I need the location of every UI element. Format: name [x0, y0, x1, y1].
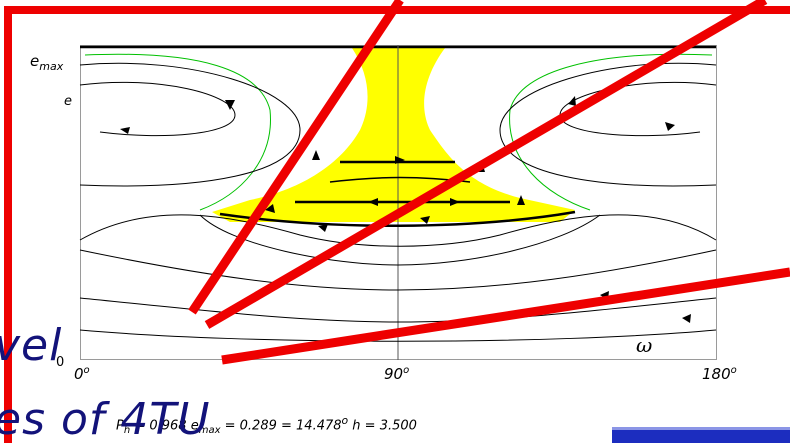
- red-frame: [4, 6, 790, 443]
- overlay-text-line-1: vel: [0, 320, 63, 371]
- yellow-libration-region: [212, 48, 575, 222]
- red-line-3: [221, 267, 790, 365]
- separatrix: [79, 214, 717, 247]
- green-contour-right: [509, 53, 713, 211]
- orbit-left-outer: [79, 62, 301, 187]
- lower-orbit-4: [79, 329, 717, 342]
- red-line-2: [204, 0, 768, 329]
- bottom-blue-bar: [612, 427, 790, 443]
- red-annotation-lines: [188, 0, 790, 365]
- x-tick-180: 180o: [702, 365, 737, 383]
- green-contour-left: [84, 53, 271, 211]
- red-line-1: [188, 0, 404, 315]
- lower-orbit-1: [199, 214, 601, 266]
- y-label-emax: emax: [30, 52, 64, 73]
- lower-orbit-3: [79, 297, 717, 323]
- lower-orbit-2: [79, 249, 717, 291]
- parameter-caption: Ph = 0.968 emax = 0.289 = 14.478o h = 3.…: [116, 414, 417, 436]
- x-tick-90: 90o: [384, 365, 410, 383]
- x-tick-0: 0o: [74, 365, 90, 383]
- y-label-e: e: [64, 94, 72, 109]
- orbit-left-inner: [79, 81, 236, 137]
- overlay-text-line-2: es of 4TU: [0, 394, 211, 445]
- origin-label: 0: [56, 355, 65, 370]
- x-label-omega: ω: [636, 333, 653, 357]
- libration-orbit-3: [219, 210, 576, 228]
- orbit-right-outer: [499, 62, 717, 187]
